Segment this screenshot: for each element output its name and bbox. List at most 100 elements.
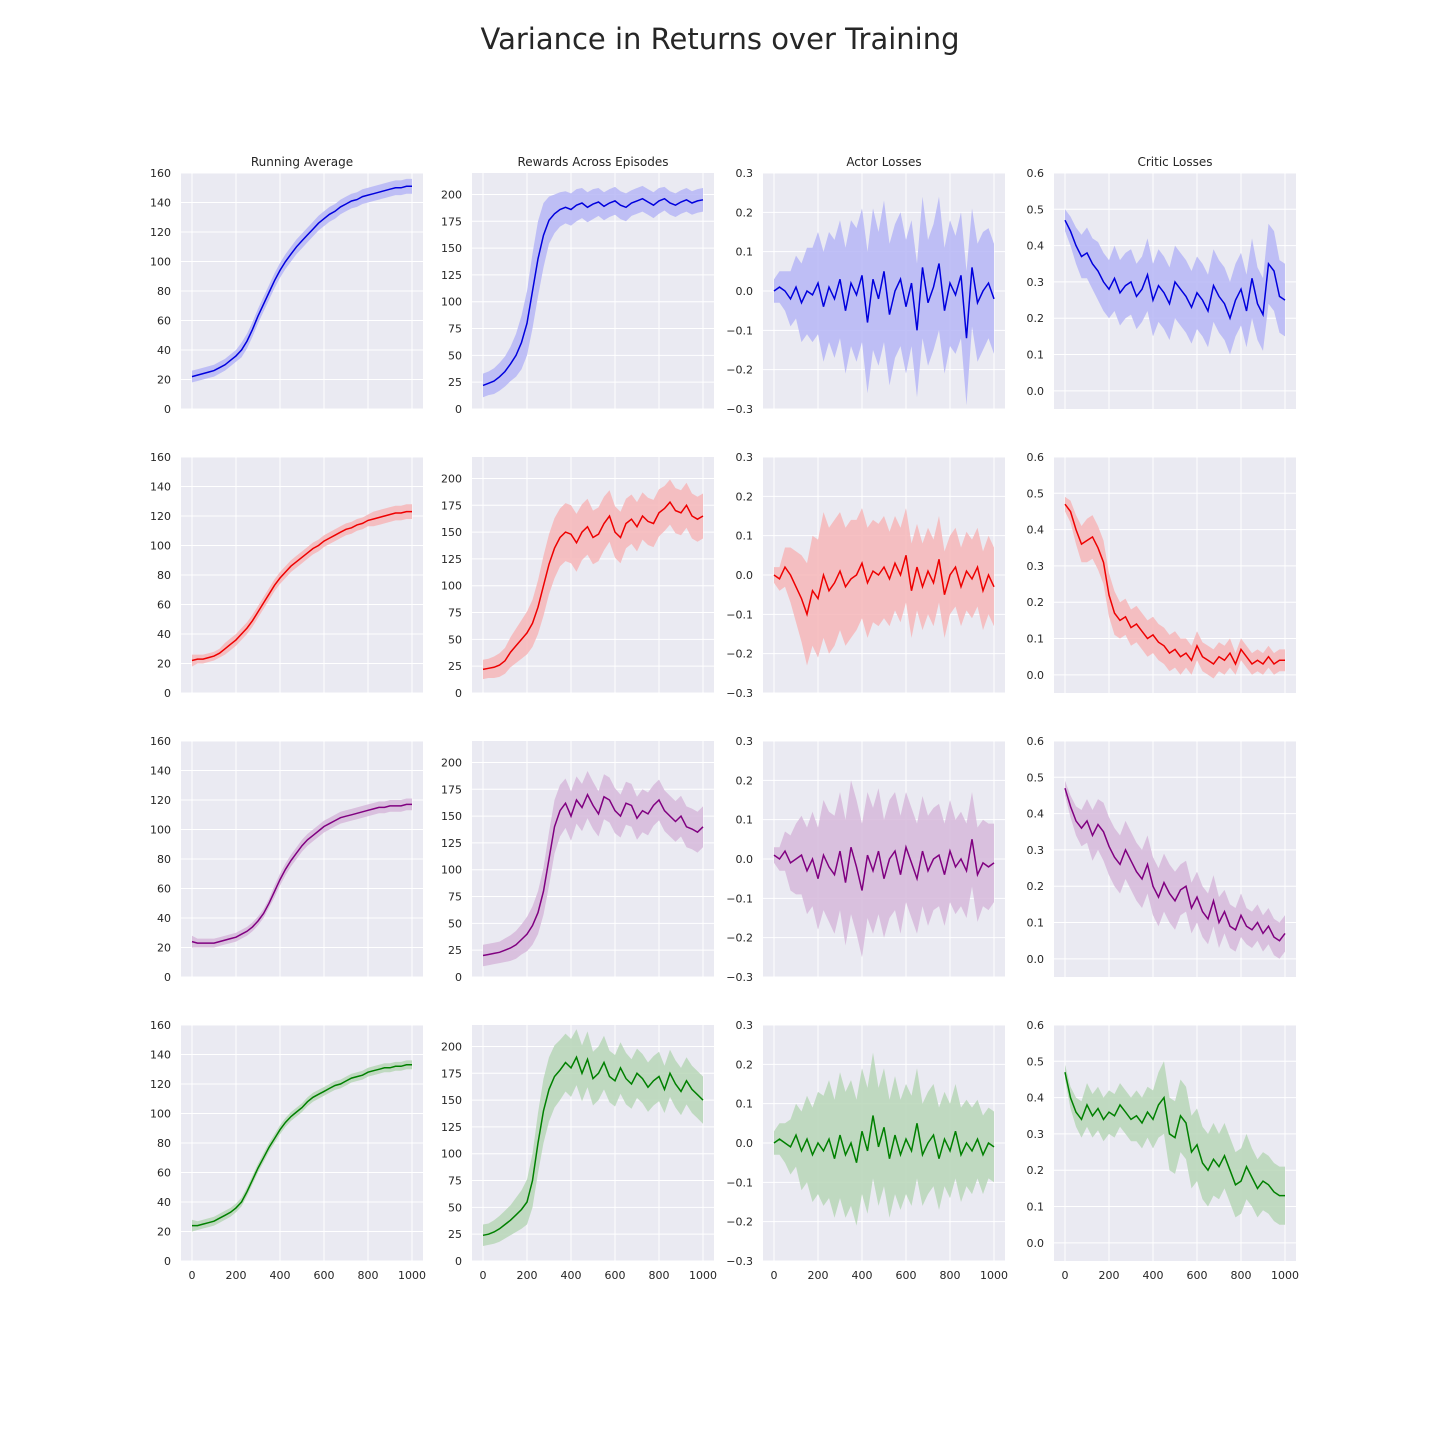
y-tick-label: 150 (441, 526, 462, 539)
y-tick-label: 0 (164, 403, 171, 416)
y-tick-label: 0.5 (1027, 203, 1045, 216)
y-tick-label: 60 (157, 1167, 171, 1180)
subplot-r4-c1: 0 20 40 60 80 100 120 140 160 0 200 400 600 800 1000 (150, 1019, 426, 1282)
y-tick-label: 80 (157, 1137, 171, 1150)
x-tick-label: 800 (649, 1269, 670, 1282)
y-tick-label: −0.1 (726, 324, 753, 337)
variance-band (1065, 1061, 1285, 1225)
x-tick-label: 400 (1143, 1269, 1164, 1282)
subplot-r1-c4: 0.0 0.1 0.2 0.3 0.4 0.5 0.6 Critic Losses (1027, 155, 1296, 409)
x-tick-label: 600 (314, 1269, 335, 1282)
x-tick-label: 1000 (1271, 1269, 1299, 1282)
y-tick-label: −0.2 (726, 932, 753, 945)
x-tick-label: 600 (896, 1269, 917, 1282)
y-tick-label: 125 (441, 553, 462, 566)
x-tick-label: 400 (270, 1269, 291, 1282)
y-tick-label: 150 (441, 810, 462, 823)
x-tick-label: 600 (1187, 1269, 1208, 1282)
x-tick-label: 800 (358, 1269, 379, 1282)
subplot-r4-c2: 0 25 50 75 100 125 150 175 200 0 200 400 600 800 1000 (441, 1025, 717, 1282)
subplot-r1-c3: −0.3 −0.2 −0.1 0.0 0.1 0.2 0.3 Actor Losses (726, 155, 1005, 416)
y-tick-label: 0.4 (1027, 524, 1045, 537)
y-tick-label: 150 (441, 1094, 462, 1107)
mean-line (773, 1115, 995, 1163)
mean-line (773, 263, 995, 339)
variance-band (774, 1052, 994, 1226)
y-tick-label: −0.2 (726, 648, 753, 661)
subplot-r2-c1: 0 20 40 60 80 100 120 140 160 (150, 451, 423, 700)
x-tick-label: 200 (1099, 1269, 1120, 1282)
y-tick-label: −0.1 (726, 892, 753, 905)
y-tick-label: 50 (448, 633, 462, 646)
y-tick-label: 0.0 (1027, 1237, 1045, 1250)
y-tick-label: 60 (157, 315, 171, 328)
y-tick-label: 0.0 (1027, 669, 1045, 682)
x-tick-label: 1000 (398, 1269, 426, 1282)
y-tick-label: 100 (441, 296, 462, 309)
variance-band (483, 771, 703, 967)
y-tick-label: 25 (448, 1228, 462, 1241)
y-tick-label: 50 (448, 917, 462, 930)
y-tick-label: 0.5 (1027, 487, 1045, 500)
subplot-r2-c4: 0.0 0.1 0.2 0.3 0.4 0.5 0.6 (1027, 451, 1296, 693)
x-tick-label: 200 (808, 1269, 829, 1282)
y-tick-label: 0 (164, 971, 171, 984)
x-tick-label: 200 (226, 1269, 247, 1282)
y-tick-label: 0 (455, 403, 462, 416)
y-tick-label: 0.0 (736, 569, 754, 582)
mean-line (1064, 219, 1286, 321)
y-tick-label: 0 (164, 1255, 171, 1268)
subplot-r3-c4: 0.0 0.1 0.2 0.3 0.4 0.5 0.6 (1027, 735, 1296, 977)
y-tick-label: 0.3 (1027, 844, 1045, 857)
y-tick-label: 25 (448, 944, 462, 957)
y-tick-label: 0.2 (1027, 1164, 1045, 1177)
y-tick-label: 0 (455, 971, 462, 984)
y-tick-label: 0.6 (1027, 167, 1045, 180)
y-tick-label: 0.4 (1027, 240, 1045, 253)
y-tick-label: 0.0 (1027, 385, 1045, 398)
y-tick-label: 0.3 (1027, 1128, 1045, 1141)
y-tick-label: 25 (448, 376, 462, 389)
y-tick-label: 20 (157, 942, 171, 955)
x-tick-label: 800 (940, 1269, 961, 1282)
x-tick-label: 1000 (980, 1269, 1008, 1282)
y-tick-label: 80 (157, 569, 171, 582)
mean-line (482, 1055, 704, 1237)
x-tick-label: 0 (480, 1269, 487, 1282)
x-tick-label: 400 (561, 1269, 582, 1282)
y-tick-label: −0.3 (726, 1255, 753, 1268)
y-tick-label: 175 (441, 783, 462, 796)
y-tick-label: 0.5 (1027, 1055, 1045, 1068)
y-tick-label: 0.2 (1027, 596, 1045, 609)
y-tick-label: 175 (441, 215, 462, 228)
y-tick-label: 0.2 (736, 774, 754, 787)
y-tick-label: 120 (150, 226, 171, 239)
y-tick-label: 160 (150, 451, 171, 464)
x-tick-label: 600 (605, 1269, 626, 1282)
y-tick-label: 200 (441, 756, 462, 769)
x-tick-label: 200 (517, 1269, 538, 1282)
y-tick-label: 20 (157, 1226, 171, 1239)
y-tick-label: 0.0 (736, 1137, 754, 1150)
y-tick-label: 0.0 (736, 853, 754, 866)
y-tick-label: 20 (157, 374, 171, 387)
y-tick-label: 0.1 (1027, 633, 1045, 646)
x-tick-label: 1000 (689, 1269, 717, 1282)
y-tick-label: 80 (157, 285, 171, 298)
y-tick-label: −0.2 (726, 364, 753, 377)
y-tick-label: 0.4 (1027, 1092, 1045, 1105)
y-tick-label: 0.3 (736, 1019, 754, 1032)
y-tick-label: 0.1 (1027, 349, 1045, 362)
y-tick-label: −0.1 (726, 1176, 753, 1189)
variance-band (483, 1029, 703, 1246)
y-tick-label: 0.0 (736, 285, 754, 298)
mean-line (773, 839, 995, 891)
y-tick-label: 0.2 (736, 206, 754, 219)
y-tick-label: 200 (441, 1040, 462, 1053)
column-title: Critic Losses (1137, 155, 1212, 169)
mean-line (482, 500, 704, 671)
y-tick-label: 100 (150, 824, 171, 837)
y-tick-label: 0.3 (736, 735, 754, 748)
y-tick-label: 0.2 (736, 1058, 754, 1071)
y-tick-label: 40 (157, 912, 171, 925)
